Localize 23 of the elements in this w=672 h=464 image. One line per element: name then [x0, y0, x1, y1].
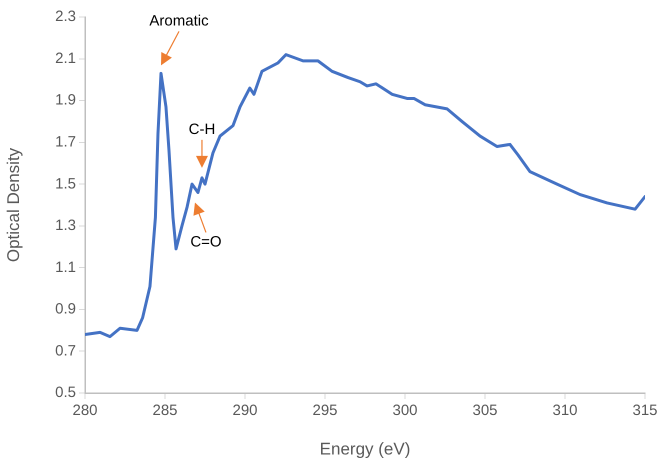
x-tick-label: 285 [152, 402, 178, 420]
annotation: Aromatic [149, 12, 210, 30]
x-tick-label: 310 [552, 402, 578, 420]
x-tick-label: 315 [632, 402, 658, 420]
x-tick-label: 300 [392, 402, 418, 420]
y-tick-label: 1.7 [55, 133, 76, 150]
y-tick-label: 0.9 [55, 300, 76, 318]
y-tick-label: 1.9 [55, 92, 76, 109]
x-tick-label: 290 [232, 402, 258, 420]
y-axis-title: Optical Density [4, 147, 23, 262]
x-tick-label: 305 [472, 402, 498, 420]
y-tick-label: 0.7 [55, 342, 76, 360]
annotation: C=O [190, 234, 222, 251]
x-tick-label: 280 [72, 402, 98, 420]
annotation: C-H [188, 120, 216, 138]
y-tick-label: 1.3 [55, 217, 76, 234]
y-tick-label: 2.3 [55, 8, 76, 26]
x-axis-title: Energy (eV) [320, 439, 410, 458]
y-tick-label: 2.1 [55, 50, 76, 67]
y-tick-label: 1.1 [55, 258, 76, 276]
y-tick-label: 1.5 [55, 175, 76, 192]
x-tick-label: 295 [312, 402, 338, 420]
y-tick-label: 0.5 [55, 384, 76, 402]
